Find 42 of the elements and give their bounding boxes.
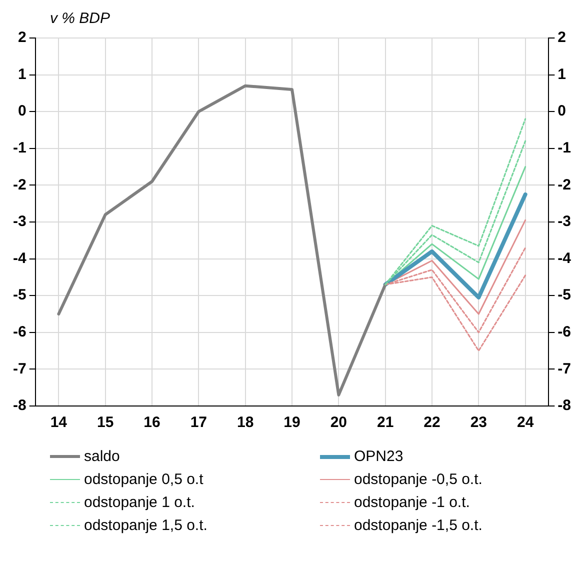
y-axis-title: v % BDP: [50, 10, 110, 27]
x-tick-label: 18: [236, 414, 254, 432]
y2-tick-label: 1: [558, 66, 566, 83]
x-tick-label: 17: [190, 414, 208, 432]
y2-tick-label: -7: [558, 360, 572, 378]
x-tick-label: 21: [376, 414, 394, 432]
legend-label: odstopanje -1 o.t.: [354, 494, 470, 511]
legend-label: odstopanje 1,5 o.t.: [84, 517, 208, 534]
legend-label: OPN23: [354, 448, 404, 465]
y2-tick-label: -1: [558, 140, 572, 157]
y2-tick-label: -5: [558, 286, 572, 304]
y-tick-label: -3: [12, 213, 26, 230]
legend-label: odstopanje -0,5 o.t.: [354, 471, 482, 488]
x-tick-label: 15: [96, 414, 114, 432]
y2-tick-label: -4: [558, 250, 572, 267]
y-tick-label: -5: [12, 286, 26, 304]
legend-label: odstopanje 0,5 o.t: [84, 471, 204, 488]
x-tick-label: 20: [330, 414, 348, 432]
y2-tick-label: -6: [558, 324, 572, 341]
y-tick-label: 2: [18, 29, 26, 46]
y-tick-label: 1: [18, 66, 26, 83]
legend-label: odstopanje -1,5 o.t.: [354, 517, 482, 534]
x-tick-label: 24: [516, 414, 534, 432]
legend-label: saldo: [84, 448, 120, 465]
x-tick-label: 19: [284, 414, 300, 432]
x-tick-label: 22: [424, 414, 440, 432]
y2-tick-label: -8: [558, 397, 572, 414]
y2-tick-label: -3: [558, 213, 572, 230]
y-tick-label: -8: [12, 397, 26, 414]
y-tick-label: -6: [12, 324, 26, 341]
y-tick-label: -2: [12, 176, 26, 194]
y2-tick-label: 2: [558, 29, 566, 46]
x-tick-label: 16: [144, 414, 160, 432]
x-tick-label: 23: [470, 414, 488, 432]
y-tick-label: 0: [18, 102, 26, 120]
x-tick-label: 14: [50, 414, 68, 432]
y-tick-label: -4: [12, 250, 27, 267]
y2-tick-label: -2: [558, 176, 572, 194]
legend-label: odstopanje 1 o.t.: [84, 494, 195, 511]
y2-tick-label: 0: [558, 102, 566, 120]
y-tick-label: -1: [12, 140, 26, 157]
y-tick-label: -7: [12, 360, 26, 378]
